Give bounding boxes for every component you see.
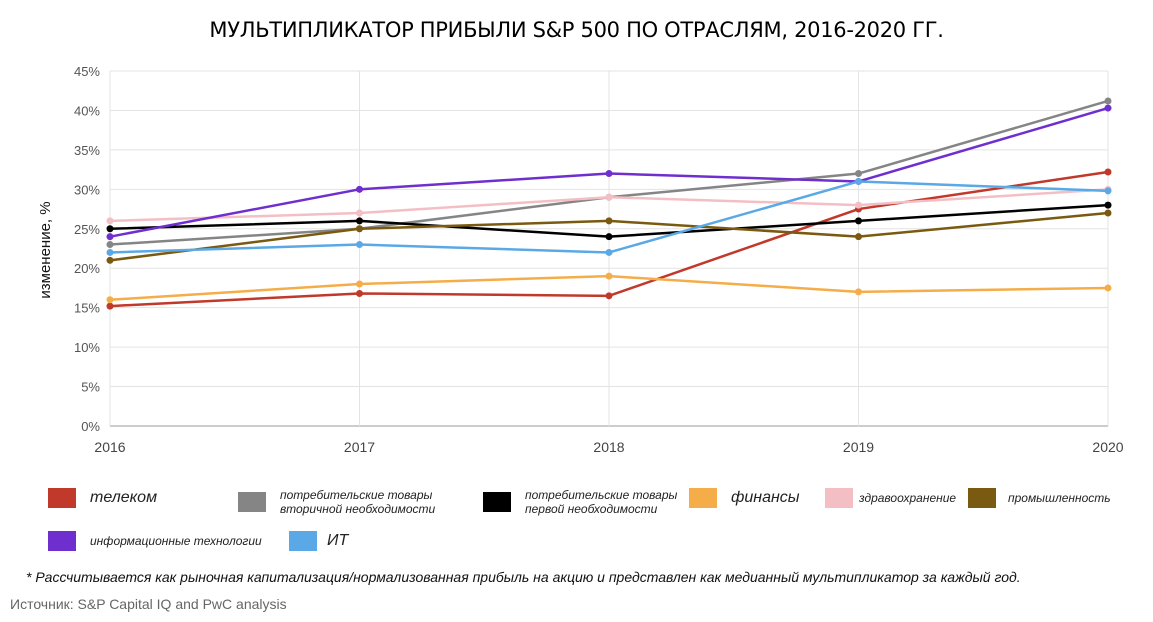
legend-item-information-technology[interactable]: информационные технологии [48, 531, 262, 551]
legend-item-consumer-staples[interactable]: потребительские товары первой необходимо… [483, 488, 677, 516]
data-point [356, 209, 363, 217]
legend-label-telecom: телеком [90, 489, 158, 506]
data-point [605, 233, 613, 241]
y-tick-label: 35% [74, 143, 100, 158]
legend-swatch-consumer-discretionary [238, 492, 266, 512]
data-point [855, 170, 862, 178]
legend-swatch-telecom [48, 488, 76, 508]
data-point [605, 248, 613, 256]
legend-label-line: вторичной необходимости [280, 502, 436, 516]
data-point [1104, 104, 1112, 112]
data-point [106, 256, 114, 264]
y-tick-label: 0% [81, 419, 100, 434]
data-point [356, 185, 363, 193]
legend-label-industrials: промышленность [1008, 491, 1111, 505]
x-tick-label: 2019 [843, 439, 874, 455]
x-tick-label: 2020 [1092, 439, 1123, 455]
data-point [106, 302, 114, 310]
data-point [356, 217, 363, 225]
data-point [1104, 187, 1112, 195]
line-chart: 0% 5% 10% 15% 20% 25% 30% 35% 40% 45% 2016 2017 2018… [37, 64, 1124, 455]
data-point [855, 288, 862, 296]
legend-swatch-industrials [968, 488, 996, 508]
y-tick-label: 15% [74, 301, 100, 316]
data-point [855, 201, 862, 209]
data-point [605, 193, 613, 201]
y-tick-label: 10% [74, 340, 100, 355]
y-tick-label: 30% [74, 182, 100, 197]
y-tick-label: 45% [74, 64, 100, 79]
legend-item-finance[interactable]: финансы [689, 488, 800, 508]
legend-label-consumer-staples: потребительские товары первой необходимо… [525, 488, 677, 516]
legend-swatch-information-technology [48, 531, 76, 551]
data-point [356, 225, 363, 233]
legend-label-healthcare: здравоохранение [859, 491, 957, 505]
x-tick-label: 2016 [94, 439, 125, 455]
data-point [106, 241, 114, 249]
legend-label-finance: финансы [731, 489, 800, 506]
legend-item-telecom[interactable]: телеком [48, 488, 157, 508]
data-point [356, 280, 363, 288]
legend-item-it[interactable]: ИТ [289, 531, 348, 551]
footnote: * Рассчитывается как рыночная капитализа… [26, 569, 1021, 585]
y-tick-label: 5% [81, 380, 100, 395]
legend-label-information-technology: информационные технологии [90, 534, 262, 548]
data-point [106, 225, 114, 233]
data-point [855, 233, 862, 241]
data-point [605, 170, 613, 178]
data-point [1104, 284, 1112, 292]
data-point [855, 177, 862, 185]
data-point [605, 217, 613, 225]
y-tick-label: 40% [74, 103, 100, 118]
data-point [1104, 97, 1112, 105]
data-point [106, 248, 114, 256]
legend-item-industrials[interactable]: промышленность [968, 488, 1111, 508]
y-tick-label: 25% [74, 222, 100, 237]
data-point [605, 292, 613, 300]
legend-swatch-healthcare [825, 488, 853, 508]
legend-item-consumer-discretionary[interactable]: потребительские товары вторичной необход… [238, 488, 435, 516]
data-point [855, 217, 862, 225]
chart-title: МУЛЬТИПЛИКАТОР ПРИБЫЛИ S&P 500 ПО ОТРАСЛ… [209, 18, 944, 42]
legend-label-line: первой необходимости [525, 502, 658, 516]
y-axis-label: изменение, % [37, 201, 54, 298]
x-tick-label: 2018 [593, 439, 624, 455]
legend-label-line: потребительские товары [525, 488, 678, 502]
y-tick-label: 20% [74, 261, 100, 276]
data-point [356, 289, 363, 297]
legend-swatch-consumer-staples [483, 492, 511, 512]
legend-label-consumer-discretionary: потребительские товары вторичной необход… [280, 488, 435, 516]
legend-swatch-it [289, 531, 317, 551]
data-point [605, 272, 613, 280]
data-point [356, 241, 363, 249]
legend-swatch-finance [689, 488, 717, 508]
legend-label-line: потребительские товары [280, 488, 433, 502]
data-point [106, 217, 114, 225]
data-point [106, 233, 114, 241]
data-point [106, 296, 114, 304]
legend-label-it: ИТ [327, 532, 349, 549]
data-point [1104, 168, 1112, 176]
x-tick-label: 2017 [344, 439, 375, 455]
data-point [1104, 209, 1112, 217]
legend-item-healthcare[interactable]: здравоохранение [825, 488, 956, 508]
source-note: Источник: S&P Capital IQ and PwC analysi… [10, 596, 287, 612]
data-point [1104, 201, 1112, 209]
